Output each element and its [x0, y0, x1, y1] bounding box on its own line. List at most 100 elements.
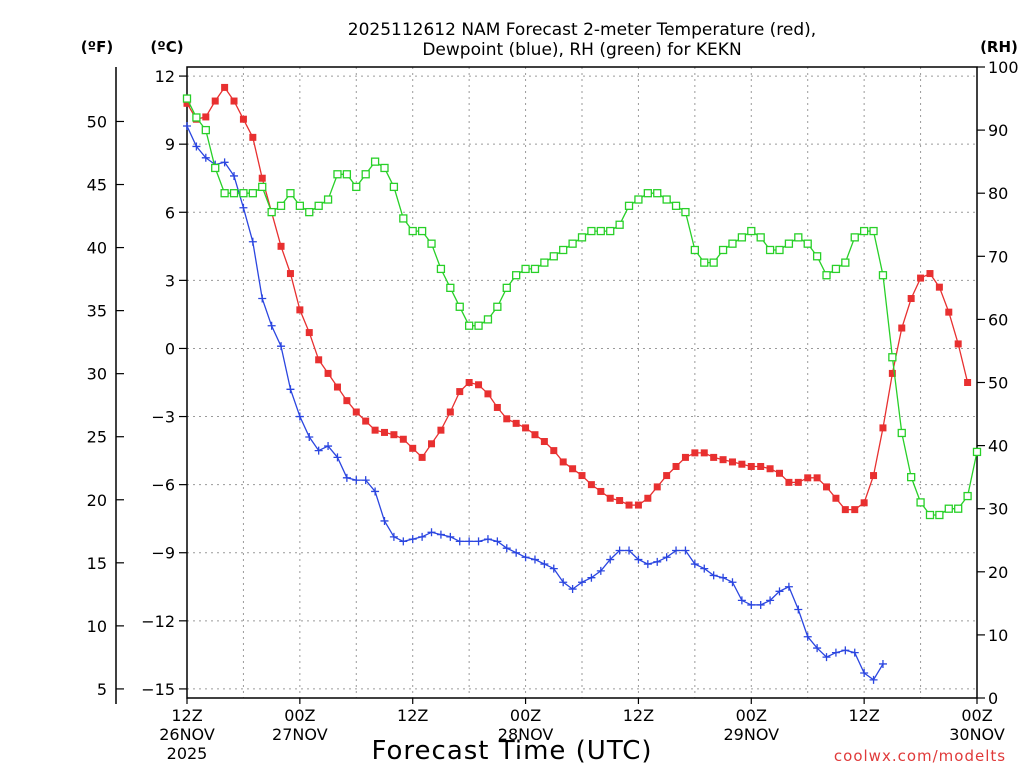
- celsius-tick-label: −12: [141, 612, 175, 631]
- 2-meter-temperature-point: [559, 458, 567, 466]
- rh-point: [314, 201, 323, 210]
- celsius-tick-label: −3: [151, 408, 175, 427]
- dewpoint-point: [314, 446, 323, 455]
- x-axis-label: Forecast Time (UTC): [371, 736, 652, 766]
- rh-point: [803, 239, 812, 248]
- rh-tick-label: 100: [988, 58, 1019, 77]
- rh-point: [831, 264, 841, 274]
- rh-tick-label: 60: [988, 310, 1008, 329]
- dewpoint-point: [625, 546, 634, 555]
- celsius-tick-label: −15: [141, 680, 175, 699]
- 2-meter-temperature-point: [954, 340, 962, 348]
- dewpoint-point: [521, 553, 530, 562]
- rh-point: [182, 94, 192, 103]
- rh-point: [812, 252, 822, 261]
- rh-point: [361, 170, 370, 179]
- rh-point: [267, 207, 276, 217]
- rh-point: [521, 264, 530, 274]
- 2-meter-temperature-point: [522, 424, 530, 432]
- dewpoint-point: [596, 566, 605, 575]
- 2-meter-temperature-point: [315, 356, 323, 364]
- 2-meter-temperature-point: [484, 390, 492, 398]
- rh-point: [370, 157, 380, 166]
- dewpoint-point: [672, 546, 681, 555]
- 2-meter-temperature-point: [587, 481, 595, 489]
- date-tick-label: 27NOV: [272, 725, 328, 744]
- rh-point: [464, 321, 474, 330]
- rh-tick-label: 70: [988, 247, 1008, 266]
- rh-tick-label: 50: [988, 374, 1008, 393]
- dewpoint-point: [606, 555, 615, 564]
- rh-point: [577, 233, 587, 242]
- dewpoint-point: [361, 476, 370, 485]
- fahrenheit-tick-label: 30: [87, 365, 107, 384]
- dewpoint-point: [869, 675, 878, 684]
- dewpoint-point: [643, 560, 652, 569]
- 2-meter-temperature-point: [211, 97, 219, 105]
- date-tick-label: 29NOV: [723, 725, 779, 744]
- celsius-unit-label: (ºC): [150, 38, 183, 56]
- 2-meter-temperature-point: [794, 478, 802, 486]
- rh-point: [248, 189, 257, 198]
- 2-meter-temperature-point: [653, 483, 661, 491]
- rh-point: [718, 245, 728, 255]
- 2-meter-temperature-point: [644, 494, 652, 502]
- rh-point: [483, 315, 493, 324]
- rh-point: [869, 226, 878, 236]
- celsius-tick-label: 0: [165, 339, 175, 358]
- fahrenheit-tick-label: 50: [87, 112, 107, 131]
- 2-meter-temperature-point: [503, 415, 511, 423]
- dewpoint-point: [380, 516, 389, 525]
- rh-point: [493, 302, 502, 311]
- fahrenheit-tick-label: 40: [87, 239, 107, 258]
- rh-point: [606, 226, 615, 236]
- 2-meter-temperature-point: [757, 462, 765, 470]
- tick-labels: 129630−3−6−9−12−155045403530252015105100…: [87, 58, 1019, 763]
- rh-point: [342, 170, 352, 179]
- dewpoint-point: [418, 532, 427, 541]
- dewpoint-point: [756, 600, 765, 609]
- rh-point: [794, 233, 803, 242]
- 2-meter-temperature-point: [249, 133, 257, 141]
- 2-meter-temperature-point: [616, 497, 624, 505]
- rh-point: [643, 189, 652, 198]
- dewpoint-point: [352, 476, 361, 485]
- 2-meter-temperature-point: [907, 295, 915, 303]
- time-tick-label: 00Z: [961, 706, 992, 725]
- rh-point: [878, 271, 888, 280]
- 2-meter-temperature-point: [230, 97, 238, 105]
- rh-point: [389, 182, 399, 192]
- rh-tick-label: 90: [988, 121, 1008, 140]
- 2-meter-temperature-point: [738, 460, 746, 468]
- rh-point: [888, 353, 897, 362]
- dewpoint-point: [634, 555, 643, 564]
- rh-point: [568, 239, 577, 248]
- rh-point: [239, 189, 248, 198]
- dewpoint-point: [775, 587, 784, 596]
- 2-meter-temperature-point: [823, 483, 831, 491]
- 2-meter-temperature-point: [305, 329, 313, 337]
- time-tick-label: 00Z: [284, 706, 315, 725]
- dewpoint-point: [587, 573, 596, 582]
- dewpoint-point: [549, 564, 558, 573]
- 2-meter-temperature-point: [813, 474, 821, 482]
- 2-meter-temperature-point: [663, 472, 671, 480]
- dewpoint-point: [295, 412, 304, 421]
- rh-point: [841, 258, 850, 267]
- dewpoint-point: [192, 142, 201, 151]
- 2-meter-temperature-point: [766, 465, 774, 473]
- date-tick-label: 30NOV: [949, 725, 1005, 744]
- rh-point: [653, 189, 662, 198]
- rh-point: [295, 201, 305, 210]
- rh-point: [258, 182, 267, 192]
- dewpoint-point: [305, 432, 314, 441]
- dewpoint-point: [201, 153, 210, 162]
- rh-unit-label: (RH): [980, 38, 1018, 56]
- rh-point: [775, 245, 784, 255]
- dewpoint-point: [436, 530, 445, 539]
- dewpoint-point: [803, 632, 812, 641]
- 2-meter-temperature-point: [804, 474, 812, 482]
- 2-meter-temperature-point: [672, 462, 680, 470]
- 2-meter-temperature-point: [381, 428, 388, 436]
- 2-meter-temperature-point: [371, 426, 379, 434]
